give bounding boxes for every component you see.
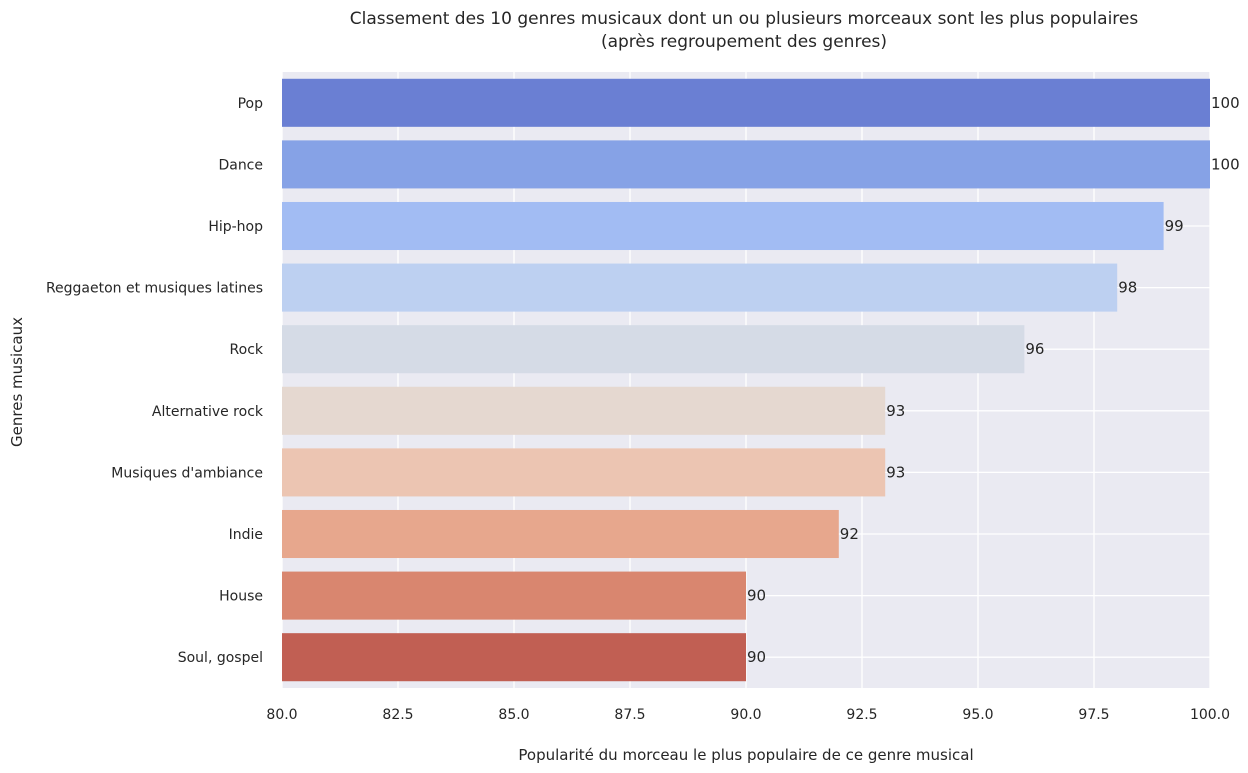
bar (282, 201, 1164, 251)
bar (282, 509, 839, 559)
category-labels: Pop Dance Hip-hop Reggaeton et musiques lat… (46, 96, 264, 666)
data-label: 100 (1211, 155, 1240, 173)
bar (282, 633, 746, 682)
bar (282, 386, 886, 435)
x-axis-title: Popularité du morceau le plus populaire … (518, 746, 973, 764)
bar (282, 448, 886, 497)
x-tick-label: 90.0 (730, 707, 761, 723)
x-tick-label: 87.5 (614, 707, 645, 723)
data-label: 93 (886, 402, 905, 420)
x-tick-label: 82.5 (382, 707, 413, 723)
data-label: 93 (886, 463, 905, 481)
category-label: Reggaeton et musiques latines (46, 281, 263, 297)
category-label: Alternative rock (152, 404, 264, 420)
category-label: Hip-hop (208, 219, 263, 235)
x-tick-label: 85.0 (498, 707, 529, 723)
x-tick-label: 100.0 (1190, 707, 1230, 723)
category-label: Pop (238, 96, 264, 112)
bar (282, 140, 1210, 189)
category-label: Indie (229, 527, 263, 543)
bar (282, 571, 746, 620)
category-label: Soul, gospel (178, 650, 263, 666)
y-axis-title: Genres musicaux (8, 317, 26, 447)
data-label: 98 (1118, 279, 1137, 297)
x-tick-label: 97.5 (1078, 707, 1109, 723)
data-labels: 100 100 99 98 96 93 93 92 90 90 (747, 94, 1240, 666)
bar (282, 325, 1025, 374)
x-tick-label: 80.0 (266, 707, 297, 723)
chart-title-line-1: Classement des 10 genres musicaux dont u… (350, 9, 1139, 29)
category-label: Dance (218, 157, 263, 173)
bars (282, 78, 1210, 682)
x-tick-label: 95.0 (962, 707, 993, 723)
data-label: 99 (1165, 217, 1184, 235)
category-label: House (219, 589, 263, 605)
bar (282, 78, 1210, 127)
chart-title-line-2: (après regroupement des genres) (601, 32, 887, 52)
bar (282, 263, 1118, 312)
x-tick-labels: 80.0 82.5 85.0 87.5 90.0 92.5 95.0 97.5 100.0 (266, 707, 1230, 723)
data-label: 90 (747, 587, 766, 605)
x-tick-label: 92.5 (846, 707, 877, 723)
category-label: Rock (230, 342, 264, 358)
data-label: 92 (840, 525, 859, 543)
data-label: 100 (1211, 94, 1240, 112)
data-label: 90 (747, 648, 766, 666)
data-label: 96 (1025, 340, 1044, 358)
category-label: Musiques d'ambiance (111, 465, 263, 481)
